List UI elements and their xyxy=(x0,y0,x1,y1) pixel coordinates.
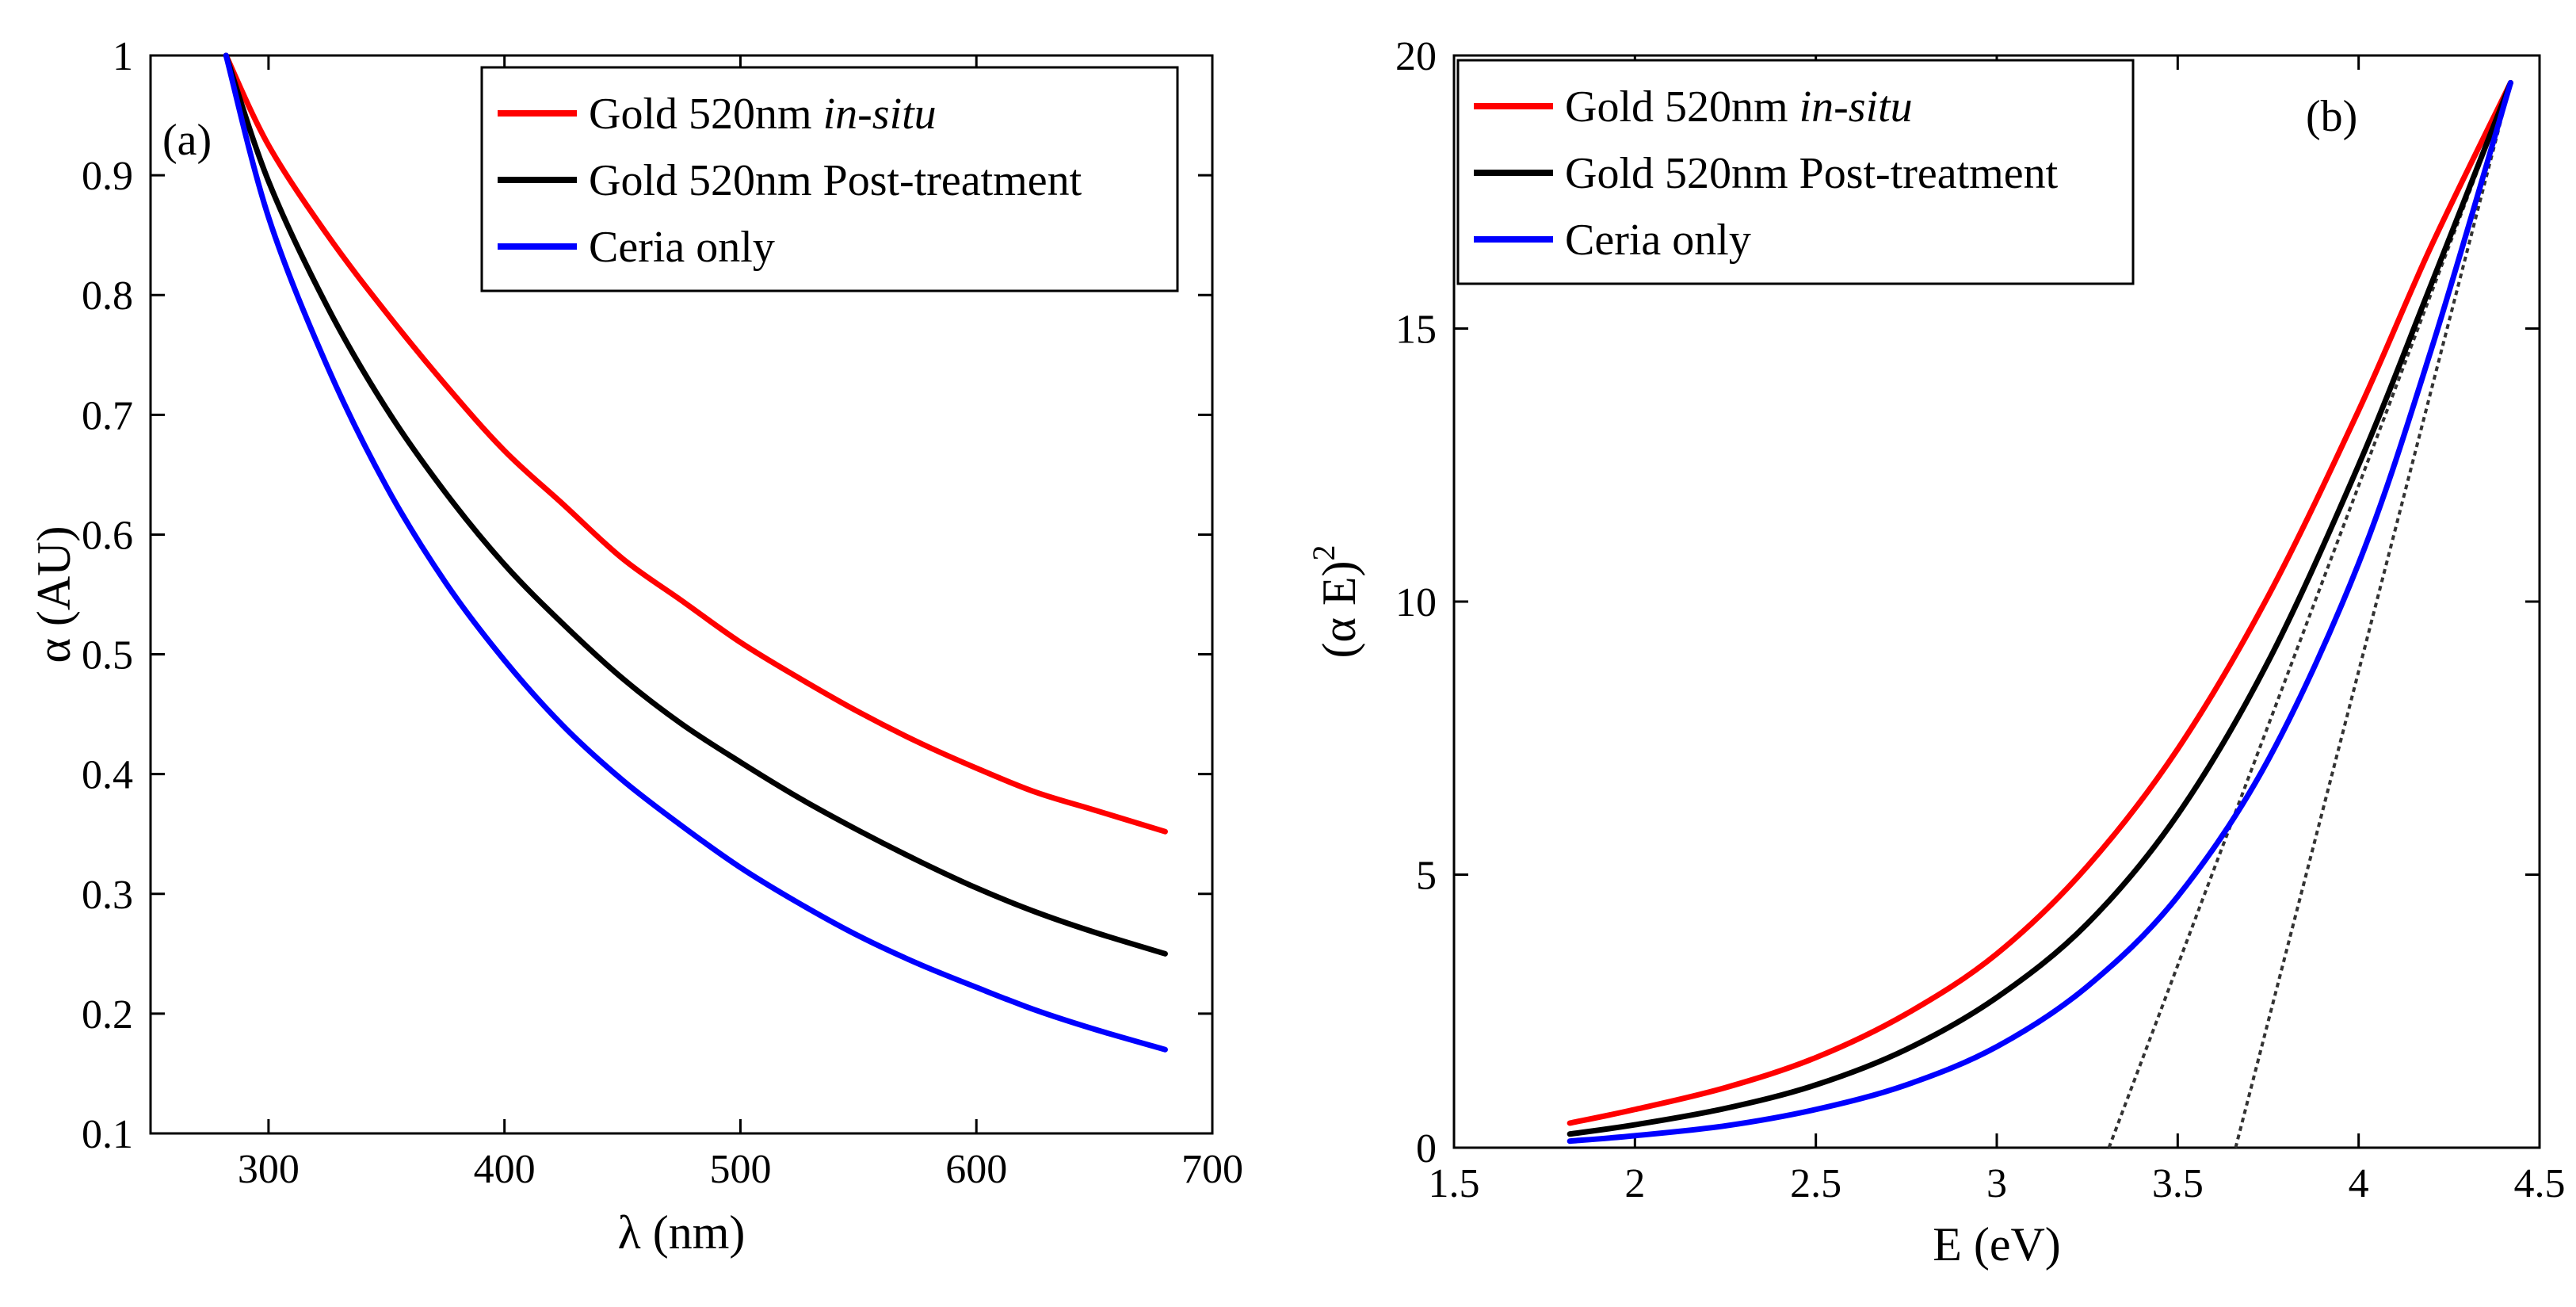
legend-label-main: Gold 520nm xyxy=(1565,82,1799,132)
legend-box xyxy=(480,66,1179,292)
x-axis-label: λ (nm) xyxy=(618,1206,746,1259)
y-tick-label: 15 xyxy=(1395,308,1437,353)
y-tick-label: 0 xyxy=(1416,1126,1437,1171)
x-tick-label: 3 xyxy=(1986,1161,2007,1206)
legend-label-italic: in-situ xyxy=(1799,82,1913,132)
chart-panel-a: 300 400 500 600 700 0.1 0.2 0.3 0.4 0.5 0.6 0.7 0.8 0… xyxy=(28,34,1243,1259)
y-axis-label: α (AU) xyxy=(28,525,80,663)
y-tick-label: 0.8 xyxy=(82,273,133,319)
y-tick-label: 1 xyxy=(113,34,133,79)
y-tick-label: 0.7 xyxy=(82,393,133,438)
legend-label-main: Gold 520nm Post-treatment xyxy=(589,156,1082,205)
legend-label-main: Ceria only xyxy=(589,223,775,272)
y-axis-label: (α E)2 xyxy=(1306,545,1365,658)
legend-label-2: Gold 520nm Post-treatment xyxy=(1565,149,2059,198)
x-tick-label: 400 xyxy=(474,1147,536,1192)
x-tick-label: 600 xyxy=(945,1147,1007,1192)
x-axis-label: E (eV) xyxy=(1933,1218,2061,1271)
panel-tag: (a) xyxy=(162,116,212,165)
y-tick-label: 0.1 xyxy=(82,1112,133,1157)
y-tick-label: 0.9 xyxy=(82,154,133,199)
x-tick-label: 1.5 xyxy=(1429,1161,1480,1206)
legend-box xyxy=(1456,59,2135,285)
series-line-3 xyxy=(223,52,1168,1053)
tangent-line-1 xyxy=(2107,82,2513,1148)
x-tick-label: 2 xyxy=(1624,1161,1645,1206)
legend: Gold 520nm in-situ Gold 520nm Post-treatm… xyxy=(1456,59,2135,285)
y-tick-label: 20 xyxy=(1395,34,1437,79)
x-tick-label: 300 xyxy=(238,1147,300,1192)
x-tick-label: 2.5 xyxy=(1790,1161,1841,1206)
x-tick-label: 3.5 xyxy=(2152,1161,2204,1206)
y-axis-label-superscript: 2 xyxy=(1306,545,1341,560)
y-tick-label: 0.4 xyxy=(82,753,133,798)
y-tick-label: 0.3 xyxy=(82,873,133,918)
legend-label-main: Gold 520nm Post-treatment xyxy=(1565,149,2059,198)
legend-label-italic: in-situ xyxy=(823,90,937,139)
x-tick-label: 500 xyxy=(709,1147,771,1192)
panel-tag: (b) xyxy=(2306,92,2357,141)
series-line-2 xyxy=(223,52,1168,957)
x-tick-label: 4.5 xyxy=(2514,1161,2566,1206)
legend-label-2: Gold 520nm Post-treatment xyxy=(589,156,1082,205)
legend-label-1: Gold 520nm in-situ xyxy=(589,90,937,139)
x-tick-label: 700 xyxy=(1181,1147,1243,1192)
legend-label-3: Ceria only xyxy=(589,223,775,272)
series-line-1 xyxy=(223,52,1168,835)
series-line-3 xyxy=(1567,79,2513,1145)
tangent-line-2 xyxy=(2234,82,2513,1148)
legend-label-1: Gold 520nm in-situ xyxy=(1565,82,1913,132)
series-line-1 xyxy=(1567,79,2513,1126)
legend-label-main: Ceria only xyxy=(1565,216,1751,265)
y-tick-label: 0.6 xyxy=(82,513,133,558)
legend-label-3: Ceria only xyxy=(1565,216,1751,265)
y-tick-label: 10 xyxy=(1395,580,1437,625)
legend: Gold 520nm in-situ Gold 520nm Post-treatm… xyxy=(480,66,1179,292)
legend-label-main: Gold 520nm xyxy=(589,90,823,139)
y-axis-label-main: (α E) xyxy=(1313,560,1365,658)
series-line-2 xyxy=(1567,79,2513,1137)
x-tick-label: 4 xyxy=(2349,1161,2369,1206)
plot-frame xyxy=(149,54,1214,1135)
y-tick-label: 5 xyxy=(1416,854,1437,899)
y-tick-label: 0.2 xyxy=(82,992,133,1038)
y-tick-label: 0.5 xyxy=(82,633,133,678)
